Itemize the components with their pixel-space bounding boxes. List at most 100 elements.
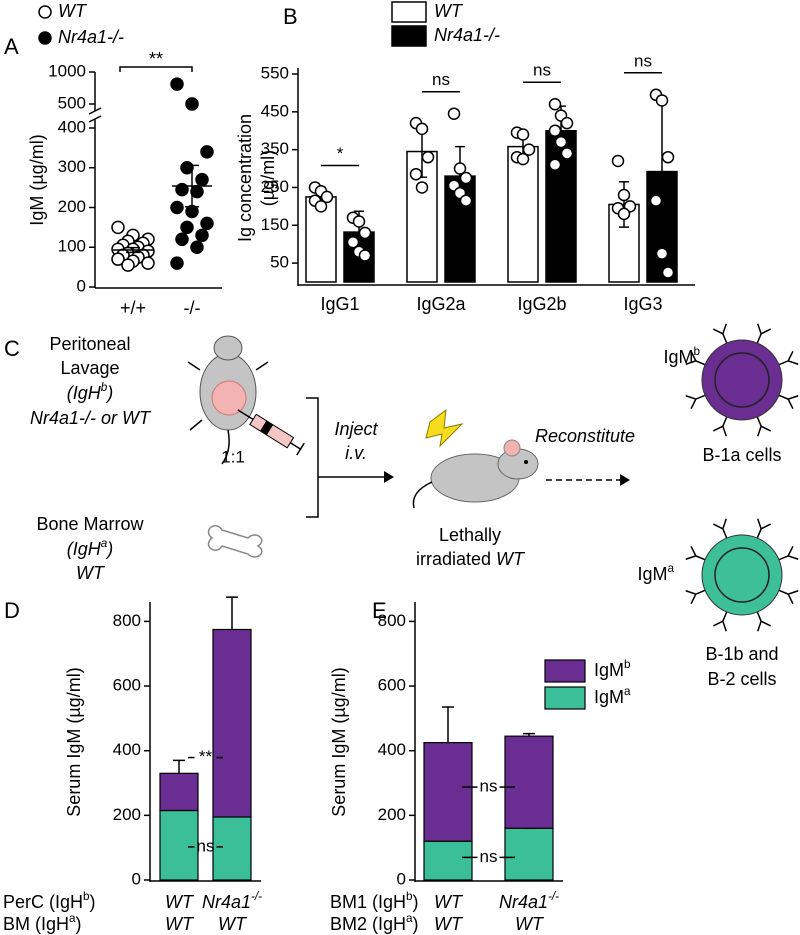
x-tick-label-text: Nr4a1 xyxy=(202,892,251,912)
data-point xyxy=(661,150,675,164)
recipient-text: irradiated xyxy=(416,549,491,569)
legend-label-sup: b xyxy=(624,658,631,671)
data-point xyxy=(421,150,435,164)
isotype-label-sup: b xyxy=(693,345,700,358)
data-point xyxy=(516,152,530,166)
mouse-tail xyxy=(412,481,433,509)
bar xyxy=(507,145,539,283)
y-tick-label: 350 xyxy=(261,139,289,158)
y-tick-label: 400 xyxy=(113,740,141,759)
allotype-label-sup: b xyxy=(101,381,108,394)
inject-label: Inject xyxy=(334,419,378,439)
significance-label: ** xyxy=(199,747,213,766)
data-point xyxy=(415,122,429,136)
data-point xyxy=(415,181,429,194)
data-point xyxy=(459,194,473,207)
reconstitute-label: Reconstitute xyxy=(535,426,635,446)
bar-segment xyxy=(504,827,554,881)
data-point xyxy=(617,188,631,202)
data-point xyxy=(111,252,125,266)
legend-label-sup: a xyxy=(624,685,631,698)
antibody xyxy=(685,351,708,367)
y-tick-label: 400 xyxy=(58,117,86,136)
y-tick-label: 100 xyxy=(58,237,86,256)
y-tick-label: 0 xyxy=(77,276,86,295)
cell-nucleus xyxy=(714,547,770,603)
error-bar xyxy=(442,706,454,743)
data-point xyxy=(516,128,530,141)
y-tick-label: 0 xyxy=(397,869,406,888)
row-label-after: ) xyxy=(90,892,96,912)
row-label-after: ) xyxy=(76,914,82,934)
legend-label: WT xyxy=(58,1,88,21)
x-tick-label: WT xyxy=(165,892,195,912)
sem-bar xyxy=(126,246,140,254)
data-point xyxy=(554,135,568,149)
x-tick-label: IgG2b xyxy=(517,294,566,314)
allotype-label: (IgHa) xyxy=(67,537,114,559)
diagram-art xyxy=(187,335,630,558)
legend-swatch xyxy=(391,25,427,47)
antibody xyxy=(755,518,771,541)
antibody xyxy=(776,351,799,367)
x-tick-label: IgG1 xyxy=(320,294,359,314)
y-axis-label: IgM (µg/ml) xyxy=(27,134,47,225)
data-point xyxy=(170,200,184,215)
data-point xyxy=(358,226,372,240)
bar-segment xyxy=(423,840,473,881)
y-tick-label: 1000 xyxy=(48,61,86,80)
isotype-label-text: IgM xyxy=(637,564,667,584)
radiation-bolt xyxy=(425,408,464,448)
row-label: BM2 (IgHa) xyxy=(330,912,419,934)
x-tick-label-text: WT xyxy=(218,914,248,934)
y-tick-label: 200 xyxy=(58,197,86,216)
significance-label: ns xyxy=(480,847,498,866)
y-tick-label: 600 xyxy=(378,676,406,695)
data-point xyxy=(180,220,194,235)
y-tick-label: 200 xyxy=(113,805,141,824)
data-point xyxy=(346,236,360,249)
allotype-label-sup: a xyxy=(101,537,108,550)
x-tick-label-text: WT xyxy=(434,892,464,912)
data-point xyxy=(459,171,473,185)
allotype-label-after: ) xyxy=(105,539,113,559)
data-point xyxy=(447,107,461,120)
x-tick-label-text: Nr4a1 xyxy=(499,892,548,912)
data-point xyxy=(185,97,199,111)
panel-label: E xyxy=(372,598,387,623)
legend-swatch xyxy=(544,659,586,683)
source-label: Lavage xyxy=(60,358,119,378)
y-tick-label: 250 xyxy=(261,177,289,196)
recipient-label: Lethally xyxy=(439,525,501,545)
antibody xyxy=(776,393,799,409)
y-tick-label: 800 xyxy=(113,611,141,630)
donor-mouse-head xyxy=(213,335,243,361)
row-label-text: BM (IgH xyxy=(3,914,69,934)
genotype-label: WT xyxy=(76,563,106,583)
source-label: Peritoneal xyxy=(49,334,130,354)
data-point xyxy=(195,172,209,187)
antibody xyxy=(776,588,799,604)
row-label-text: BM1 (IgH xyxy=(330,892,406,912)
bar-segment xyxy=(504,735,554,829)
x-tick-label-text: WT xyxy=(165,914,195,934)
significance-label: ns xyxy=(533,61,551,80)
data-point xyxy=(617,207,631,221)
bar-segment xyxy=(212,816,252,881)
plunger-end xyxy=(296,442,305,456)
row-label-sup: a xyxy=(406,912,413,925)
row-label-text: BM2 (IgH xyxy=(330,914,406,934)
y-tick-label: 50 xyxy=(270,253,289,272)
row-label: BM (IgHa) xyxy=(3,912,82,934)
isotype-label: IgMa xyxy=(637,562,674,584)
mouse-eye xyxy=(524,460,528,464)
data-point xyxy=(560,147,574,160)
syringe-barrel xyxy=(249,413,295,449)
antibody xyxy=(713,414,729,437)
isotype-label-sup: a xyxy=(667,562,674,575)
antibody xyxy=(755,609,771,632)
legend-swatch xyxy=(544,686,586,710)
data-point xyxy=(649,194,663,207)
x-tick-label-text: WT xyxy=(515,914,545,934)
antibody xyxy=(713,323,729,346)
